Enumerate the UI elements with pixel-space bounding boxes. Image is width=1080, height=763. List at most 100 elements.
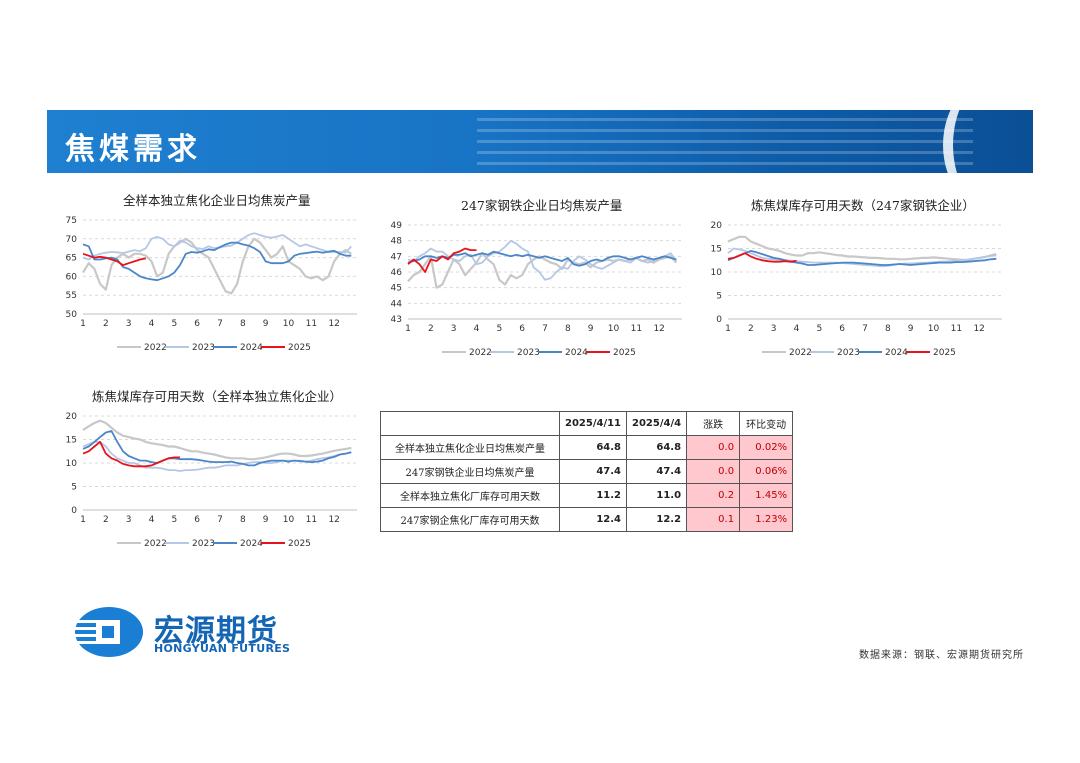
y-tick-label: 5 (716, 292, 722, 302)
x-tick-label: 9 (263, 319, 269, 329)
x-tick-label: 7 (542, 324, 548, 334)
y-tick-label: 20 (711, 221, 723, 231)
y-tick-label: 15 (711, 245, 722, 255)
series-line-2025 (727, 252, 797, 263)
table-row: 247家钢铁企业日均焦炭产量 47.4 47.4 0.0 0.06% (380, 459, 794, 484)
x-tick-label: 11 (951, 324, 962, 334)
y-tick-label: 0 (71, 506, 77, 516)
legend-label-2023: 2023 (517, 348, 540, 358)
x-tick-label: 5 (816, 324, 822, 334)
legend-label-2024: 2024 (240, 343, 263, 353)
series-line-2023 (407, 239, 678, 281)
x-tick-label: 12 (328, 515, 339, 525)
row-change: 0.1 (686, 507, 741, 532)
legend-label-2024: 2024 (885, 348, 908, 358)
series-line-2022 (727, 235, 997, 261)
table-header-row: 2025/4/11 2025/4/4 涨跌 环比变动 (380, 411, 794, 436)
x-tick-label: 2 (103, 319, 109, 329)
legend-label-2022: 2022 (144, 539, 167, 549)
x-tick-label: 12 (328, 319, 339, 329)
table-header-change: 涨跌 (686, 411, 741, 436)
x-tick-label: 2 (428, 324, 434, 334)
x-tick-label: 4 (794, 324, 800, 334)
series-line-2024 (82, 430, 352, 467)
table-header-current: 2025/4/11 (558, 411, 628, 436)
x-tick-label: 7 (217, 319, 223, 329)
x-tick-label: 2 (748, 324, 754, 334)
summary-table: 2025/4/11 2025/4/4 涨跌 环比变动 全样本独立焦化企业日均焦炭… (380, 411, 794, 532)
row-current: 11.2 (558, 483, 628, 508)
x-tick-label: 8 (565, 324, 571, 334)
x-tick-label: 10 (283, 319, 295, 329)
banner-stripes (477, 110, 973, 173)
row-pct: 1.23% (739, 507, 794, 532)
chart-title-4: 炼焦煤库存可用天数（全样本独立焦化企业） (92, 389, 343, 404)
row-previous: 12.2 (626, 507, 688, 532)
y-tick-label: 65 (66, 254, 77, 264)
row-change: 0.0 (686, 459, 741, 484)
legend-label-2023: 2023 (837, 348, 860, 358)
legend-label-2025: 2025 (613, 348, 636, 358)
x-tick-label: 1 (80, 515, 86, 525)
y-tick-label: 15 (66, 436, 77, 446)
y-tick-label: 48 (391, 237, 403, 247)
x-tick-label: 4 (149, 515, 155, 525)
x-tick-label: 8 (240, 515, 246, 525)
row-name: 全样本独立焦化企业日均焦炭产量 (380, 435, 560, 460)
x-tick-label: 3 (126, 515, 132, 525)
x-tick-label: 1 (80, 319, 86, 329)
x-tick-label: 12 (653, 324, 664, 334)
logo-mark-icon (74, 607, 143, 657)
y-tick-label: 43 (391, 315, 402, 325)
row-pct: 1.45% (739, 483, 794, 508)
table-header-blank (380, 411, 560, 436)
y-tick-label: 44 (391, 299, 403, 309)
section-banner: 焦煤需求 (47, 110, 1033, 173)
x-tick-label: 3 (771, 324, 777, 334)
x-tick-label: 6 (194, 515, 200, 525)
legend-label-2022: 2022 (789, 348, 812, 358)
y-tick-label: 10 (66, 459, 78, 469)
y-tick-label: 45 (391, 284, 402, 294)
x-tick-label: 5 (171, 319, 177, 329)
chart-title-2: 247家钢铁企业日均焦炭产量 (461, 198, 623, 213)
series-line-2022 (82, 237, 352, 295)
x-tick-label: 5 (496, 324, 502, 334)
x-tick-label: 6 (839, 324, 845, 334)
series-line-2023 (82, 232, 352, 261)
legend-label-2025: 2025 (288, 343, 311, 353)
data-source-note: 数据来源：钢联、宏源期货研究所 (859, 650, 1024, 661)
y-tick-label: 46 (391, 268, 403, 278)
row-name: 247家钢企焦化厂库存可用天数 (380, 507, 560, 532)
row-previous: 64.8 (626, 435, 688, 460)
x-tick-label: 12 (973, 324, 984, 334)
y-tick-label: 55 (66, 291, 77, 301)
logo-english-name: HONGYUAN FUTURES (154, 642, 291, 655)
x-tick-label: 4 (474, 324, 480, 334)
series-line-2023 (727, 247, 997, 268)
legend-label-2025: 2025 (288, 539, 311, 549)
row-pct: 0.06% (739, 459, 794, 484)
x-tick-label: 3 (451, 324, 457, 334)
x-tick-label: 10 (283, 515, 295, 525)
x-tick-label: 7 (217, 515, 223, 525)
row-pct: 0.02% (739, 435, 794, 460)
table-row: 全样本独立焦化企业日均焦炭产量 64.8 64.8 0.0 0.02% (380, 435, 794, 460)
company-logo: 宏源期货 HONGYUAN FUTURES (74, 606, 314, 658)
table-row: 247家钢企焦化厂库存可用天数 12.4 12.2 0.1 1.23% (380, 507, 794, 532)
series-line-2024 (727, 250, 997, 266)
y-tick-label: 10 (711, 268, 723, 278)
chart-title-1: 全样本独立焦化企业日均焦炭产量 (123, 193, 311, 208)
banner-swoosh (943, 110, 1033, 173)
x-tick-label: 3 (126, 319, 132, 329)
y-tick-label: 75 (66, 216, 77, 226)
y-tick-label: 0 (716, 315, 722, 325)
y-tick-label: 5 (71, 483, 77, 493)
x-tick-label: 4 (149, 319, 155, 329)
row-change: 0.0 (686, 435, 741, 460)
x-tick-label: 7 (862, 324, 868, 334)
